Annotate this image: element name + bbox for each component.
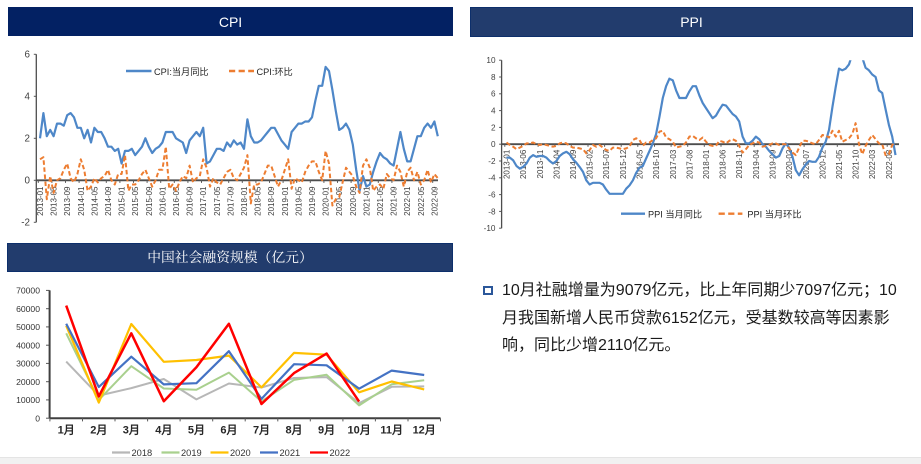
svg-text:-10: -10 (484, 224, 496, 233)
svg-text:20000: 20000 (16, 377, 40, 387)
svg-text:2013-05: 2013-05 (50, 186, 59, 216)
svg-text:2016-05: 2016-05 (172, 186, 181, 216)
svg-text:2013-09: 2013-09 (63, 186, 72, 216)
svg-text:0: 0 (491, 140, 496, 149)
svg-text:2018-05: 2018-05 (254, 186, 263, 216)
svg-text:-2: -2 (488, 157, 496, 166)
svg-text:2021-10: 2021-10 (852, 149, 861, 179)
svg-text:30000: 30000 (16, 359, 40, 369)
svg-text:10月: 10月 (347, 424, 370, 437)
svg-text:2014-01: 2014-01 (77, 186, 86, 216)
svg-text:40000: 40000 (16, 340, 40, 350)
svg-text:2013-06: 2013-06 (519, 149, 528, 179)
svg-text:2018-11: 2018-11 (735, 149, 744, 178)
svg-text:7月: 7月 (253, 424, 270, 437)
svg-text:2019-09: 2019-09 (769, 149, 778, 179)
svg-text:2017-03: 2017-03 (669, 149, 678, 179)
svg-text:PPI 当月同比: PPI 当月同比 (648, 209, 702, 220)
svg-text:-4: -4 (488, 174, 496, 183)
svg-text:2018: 2018 (132, 448, 153, 458)
svg-text:2022-05: 2022-05 (417, 186, 426, 216)
svg-text:2022-01: 2022-01 (403, 186, 412, 216)
svg-text:2: 2 (25, 134, 30, 145)
svg-text:3月: 3月 (123, 424, 140, 437)
svg-text:12月: 12月 (413, 424, 436, 437)
svg-text:2014-04: 2014-04 (552, 149, 561, 179)
svg-text:2015-12: 2015-12 (619, 149, 628, 179)
svg-text:6月: 6月 (220, 424, 237, 437)
svg-text:2016-05: 2016-05 (636, 149, 645, 179)
svg-text:8: 8 (491, 73, 496, 82)
svg-text:0: 0 (35, 413, 40, 423)
svg-text:2022-08: 2022-08 (885, 149, 894, 179)
svg-text:1月: 1月 (58, 424, 75, 437)
svg-text:2020-12: 2020-12 (818, 149, 827, 179)
svg-text:4月: 4月 (155, 424, 172, 437)
svg-text:6: 6 (491, 90, 496, 99)
svg-text:2020-02: 2020-02 (785, 149, 794, 179)
svg-text:CPI:环比: CPI:环比 (257, 66, 293, 77)
svg-text:5月: 5月 (188, 424, 205, 437)
svg-text:2015-01: 2015-01 (118, 186, 127, 216)
svg-text:2015-05: 2015-05 (131, 186, 140, 216)
svg-text:PPI 当月环比: PPI 当月环比 (747, 209, 801, 220)
svg-text:0: 0 (25, 176, 31, 187)
svg-text:2016-09: 2016-09 (186, 186, 195, 216)
svg-text:2021-05: 2021-05 (376, 186, 385, 216)
svg-text:10000: 10000 (16, 395, 40, 405)
svg-text:2019: 2019 (181, 448, 202, 458)
svg-text:2020: 2020 (230, 448, 251, 458)
svg-text:2013-01: 2013-01 (36, 186, 45, 216)
svg-text:60000: 60000 (16, 304, 40, 314)
svg-text:9月: 9月 (318, 424, 335, 437)
svg-text:2018-09: 2018-09 (267, 186, 276, 216)
svg-text:2021-09: 2021-09 (390, 186, 399, 216)
svg-text:2014-09: 2014-09 (569, 149, 578, 179)
svg-text:2015-09: 2015-09 (145, 186, 154, 216)
svg-text:2: 2 (491, 123, 496, 132)
svg-text:2019-04: 2019-04 (752, 149, 761, 179)
svg-text:2015-07: 2015-07 (602, 149, 611, 179)
svg-text:2022-09: 2022-09 (430, 186, 439, 216)
svg-text:4: 4 (25, 92, 31, 103)
svg-text:2017-05: 2017-05 (213, 186, 222, 216)
svg-text:2021-05: 2021-05 (835, 149, 844, 179)
svg-text:2017-09: 2017-09 (226, 186, 235, 216)
svg-text:2019-09: 2019-09 (308, 186, 317, 216)
svg-text:-8: -8 (488, 207, 496, 216)
svg-text:2018-01: 2018-01 (702, 149, 711, 179)
svg-text:2013-11: 2013-11 (536, 149, 545, 178)
svg-text:2016-10: 2016-10 (652, 149, 661, 179)
svg-text:2014-09: 2014-09 (104, 186, 113, 216)
svg-text:-6: -6 (488, 191, 496, 200)
svg-text:70000: 70000 (16, 286, 40, 296)
svg-text:2013-01: 2013-01 (503, 149, 512, 179)
svg-text:CPI:当月同比: CPI:当月同比 (154, 66, 209, 77)
svg-text:2019-01: 2019-01 (281, 186, 290, 216)
svg-text:2月: 2月 (90, 424, 107, 437)
svg-text:2021-01: 2021-01 (362, 186, 371, 216)
svg-text:8月: 8月 (285, 424, 302, 437)
svg-text:2017-08: 2017-08 (685, 149, 694, 179)
svg-text:10: 10 (486, 56, 496, 65)
svg-text:2018-01: 2018-01 (240, 186, 249, 216)
svg-text:2020-01: 2020-01 (322, 186, 331, 216)
svg-text:11月: 11月 (380, 424, 403, 437)
svg-text:2022-03: 2022-03 (868, 149, 877, 179)
svg-text:2020-09: 2020-09 (349, 186, 358, 216)
svg-text:2019-05: 2019-05 (294, 186, 303, 216)
svg-text:-2: -2 (21, 218, 30, 229)
svg-text:2014-05: 2014-05 (90, 186, 99, 216)
svg-text:2018-06: 2018-06 (719, 149, 728, 179)
svg-text:2015-02: 2015-02 (586, 149, 595, 179)
svg-text:2021: 2021 (280, 448, 301, 458)
svg-text:2016-01: 2016-01 (158, 186, 167, 216)
svg-text:2017-01: 2017-01 (199, 186, 208, 216)
svg-text:2022: 2022 (330, 448, 351, 458)
svg-text:50000: 50000 (16, 322, 40, 332)
svg-text:2020-05: 2020-05 (335, 186, 344, 216)
svg-text:4: 4 (491, 107, 496, 116)
svg-text:6: 6 (25, 50, 31, 61)
